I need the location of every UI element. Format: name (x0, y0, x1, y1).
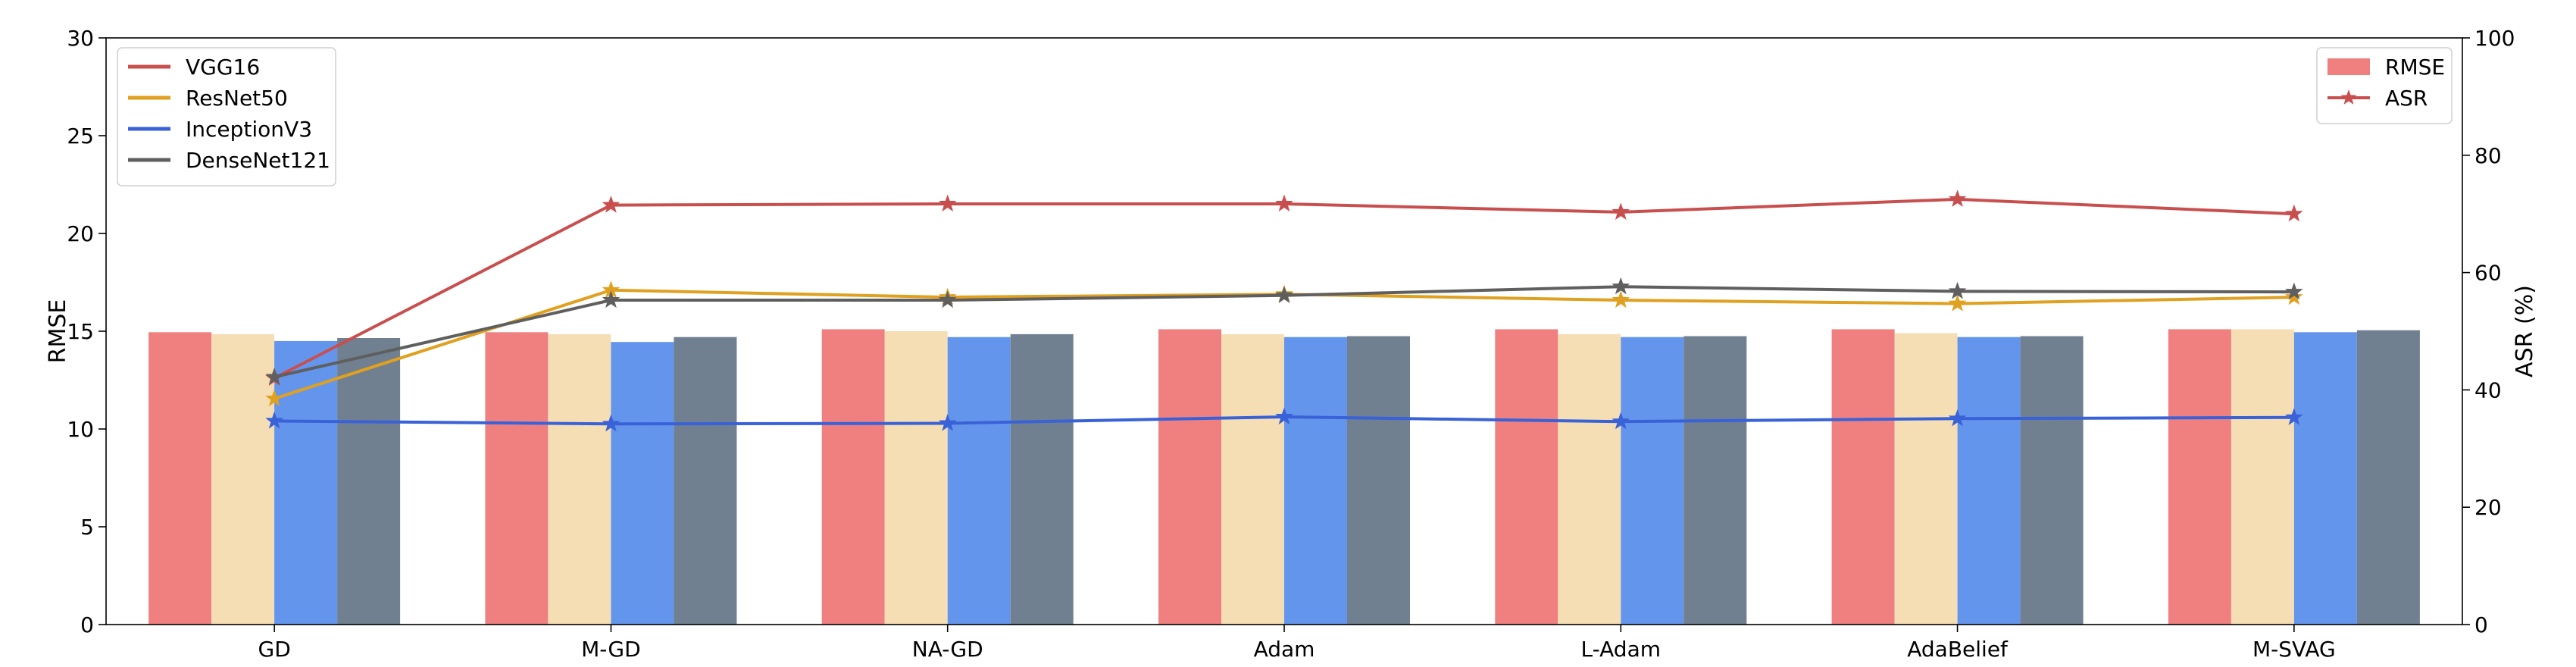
asr-point-densenet121-gd (265, 367, 283, 385)
asr-point-inceptionv3-l-adam (1612, 412, 1630, 430)
legend-label-vgg16: VGG16 (186, 55, 260, 80)
bar-rmse-densenet121-m-gd (674, 337, 737, 625)
bar-rmse-inceptionv3-m-svag (2293, 332, 2357, 625)
bar-rmse-resnet50-adam (1221, 334, 1284, 625)
asr-point-densenet121-adam (1275, 286, 1293, 303)
y-tick-label: 30 (67, 26, 94, 51)
asr-point-vgg16-l-adam (1612, 202, 1630, 220)
asr-point-vgg16-na-gd (938, 194, 957, 212)
bar-rmse-resnet50-m-gd (548, 334, 611, 625)
x-tick-label: M-GD (581, 637, 641, 662)
bar-rmse-resnet50-gd (211, 334, 275, 625)
bar-group (148, 329, 2420, 625)
asr-point-inceptionv3-m-gd (602, 414, 621, 432)
asr-point-densenet121-na-gd (938, 290, 957, 308)
asr-point-densenet121-adabelief (1948, 281, 1967, 299)
y2-tick-label: 0 (2474, 612, 2488, 637)
y2-tick-label: 100 (2474, 26, 2515, 51)
bar-rmse-densenet121-gd (337, 338, 401, 625)
y-tick-label: 15 (67, 319, 94, 344)
legend-swatch-rmse (2327, 58, 2370, 75)
x-tick-label: AdaBelief (1907, 637, 2009, 662)
legend-label-asr: ASR (2385, 86, 2428, 111)
asr-point-inceptionv3-adabelief (1948, 409, 1967, 427)
asr-lines (265, 189, 2303, 432)
bar-rmse-vgg16-m-gd (485, 332, 549, 625)
y2-tick-label: 20 (2474, 495, 2502, 520)
y-axis-right: 0 20 40 60 80 100 (2462, 26, 2515, 637)
asr-point-vgg16-adam (1275, 194, 1293, 212)
asr-point-densenet121-l-adam (1612, 277, 1630, 295)
legend-label-rmse: RMSE (2385, 55, 2445, 80)
legend-metrics: RMSE ASR (2316, 47, 2453, 124)
asr-point-resnet50-gd (265, 389, 284, 407)
asr-point-resnet50-l-adam (1612, 290, 1630, 308)
bar-rmse-densenet121-l-adam (1683, 336, 1747, 625)
asr-point-densenet121-m-gd (602, 290, 621, 308)
y2-tick-label: 80 (2474, 143, 2502, 168)
x-tick-label: M-SVAG (2252, 637, 2336, 662)
asr-point-resnet50-m-svag (2284, 287, 2303, 305)
y-axis-label: RMSE (45, 299, 71, 364)
legend-models: VGG16 ResNet50 InceptionV3 DenseNet121 (117, 47, 336, 186)
bar-rmse-inceptionv3-na-gd (947, 337, 1011, 625)
bar-rmse-resnet50-l-adam (1558, 334, 1621, 625)
legend-label-inceptionv3: InceptionV3 (186, 117, 312, 142)
bar-rmse-densenet121-na-gd (1010, 334, 1074, 625)
bar-rmse-resnet50-adabelief (1894, 333, 1958, 625)
bar-rmse-vgg16-l-adam (1495, 329, 1558, 625)
y2-tick-label: 40 (2474, 377, 2502, 402)
bar-rmse-densenet121-m-svag (2356, 330, 2420, 625)
asr-point-inceptionv3-na-gd (938, 414, 957, 431)
asr-point-inceptionv3-adam (1275, 407, 1293, 425)
y-axis-left: 0 5 10 15 20 25 30 (67, 26, 106, 637)
x-tick-label: L-Adam (1581, 637, 1661, 662)
x-tick-label: NA-GD (912, 637, 983, 662)
asr-point-densenet121-m-svag (2284, 282, 2303, 300)
bar-rmse-inceptionv3-gd (274, 340, 338, 625)
x-axis: GD M-GD NA-GD Adam L-Adam AdaBelief M-SVAG (258, 625, 2336, 662)
legend-models-box (117, 47, 336, 186)
bar-rmse-inceptionv3-m-gd (611, 342, 674, 625)
bar-rmse-resnet50-na-gd (884, 331, 948, 625)
asr-point-resnet50-adabelief (1948, 294, 1967, 312)
legend-label-resnet50: ResNet50 (186, 86, 288, 111)
bar-rmse-vgg16-gd (148, 332, 212, 625)
bar-rmse-inceptionv3-adam (1284, 337, 1347, 625)
bar-rmse-densenet121-adam (1347, 336, 1410, 625)
legend-swatch-asr-star (2340, 89, 2357, 105)
bar-rmse-resnet50-m-svag (2231, 329, 2294, 625)
y2-axis-label: ASR (%) (2512, 285, 2538, 377)
y-tick-label: 0 (80, 612, 94, 637)
legend-label-densenet121: DenseNet121 (186, 148, 330, 173)
bar-rmse-vgg16-m-svag (2168, 329, 2231, 625)
y-tick-label: 10 (67, 417, 94, 442)
bar-rmse-vgg16-adam (1158, 329, 1221, 625)
bar-rmse-vgg16-na-gd (821, 329, 885, 625)
y-tick-label: 5 (80, 515, 94, 540)
bar-rmse-inceptionv3-adabelief (1957, 337, 2021, 625)
bar-rmse-densenet121-adabelief (2020, 336, 2084, 625)
x-tick-label: GD (258, 637, 291, 662)
x-tick-label: Adam (1254, 637, 1315, 662)
bar-rmse-inceptionv3-l-adam (1621, 337, 1684, 625)
y-tick-label: 20 (67, 221, 94, 246)
asr-point-vgg16-m-svag (2284, 204, 2303, 222)
asr-point-inceptionv3-m-svag (2285, 408, 2303, 425)
asr-point-vgg16-m-gd (602, 196, 621, 213)
y2-tick-label: 60 (2474, 261, 2502, 286)
asr-point-vgg16-adabelief (1948, 189, 1967, 207)
bar-rmse-vgg16-adabelief (1831, 329, 1895, 625)
asr-point-inceptionv3-gd (265, 411, 284, 429)
y-tick-label: 25 (67, 124, 94, 149)
